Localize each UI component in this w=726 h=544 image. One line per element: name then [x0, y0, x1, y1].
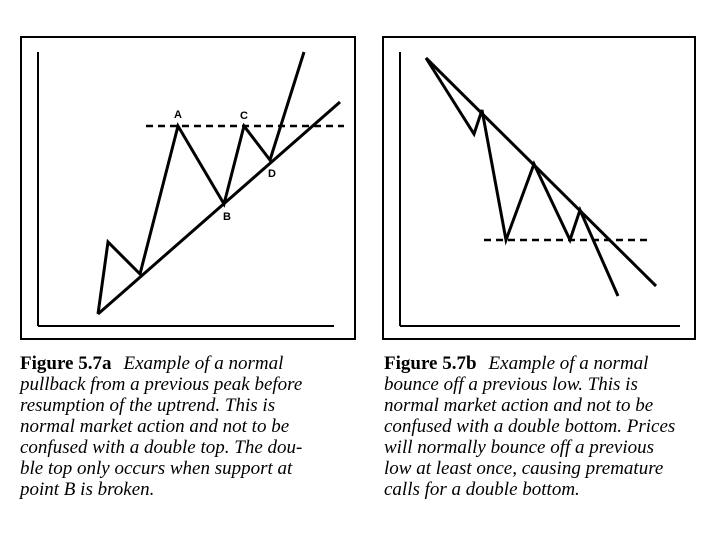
price-path — [424, 57, 620, 297]
figure-5-7b-svg — [399, 52, 680, 327]
figure-5-7a-number: Figure 5.7a — [20, 353, 112, 374]
caption-a-line-2: resumption of the uptrend. This is — [20, 395, 276, 416]
figure-5-7a-svg: A B C D — [37, 51, 344, 327]
downtrend-line — [424, 56, 658, 288]
figure-5-7b-number: Figure 5.7b — [384, 353, 477, 374]
point-label-c: C — [240, 110, 248, 122]
caption-a-line-4: confused with a double top. The dou- — [20, 437, 303, 458]
figure-5-7b-diagram — [382, 36, 696, 340]
caption-a-line-6: point B is broken. — [20, 479, 155, 500]
figure-5-7a-caption: Figure 5.7a Example of a normal pullback … — [20, 353, 360, 500]
figure-5-7a-diagram: A B C D — [20, 36, 356, 340]
caption-a-line-0: Example of a normal — [123, 353, 284, 374]
caption-b-line-4: will normally bounce off a previous — [384, 437, 655, 458]
caption-b-line-2: normal market action and not to be — [384, 395, 654, 416]
caption-a-line-3: normal market action and not to be — [20, 416, 290, 437]
caption-a-line-1: pullback from a previous peak before — [20, 374, 303, 395]
price-path — [96, 51, 306, 315]
caption-a-line-5: ble top only occurs when support at — [20, 458, 293, 479]
caption-b-line-3: confused with a double bottom. Prices — [384, 416, 676, 437]
caption-b-line-5: low at least once, causing premature — [384, 458, 664, 479]
point-label-a: A — [174, 109, 182, 121]
caption-b-line-6: calls for a double bottom. — [384, 479, 580, 500]
caption-b-line-1: bounce off a previous low. This is — [384, 374, 638, 395]
caption-b-line-0: Example of a normal — [488, 353, 649, 374]
point-label-b: B — [223, 211, 231, 223]
uptrend-line — [97, 100, 341, 316]
point-label-d: D — [268, 168, 276, 180]
figure-5-7b-caption: Figure 5.7b Example of a normal bounce of… — [384, 353, 714, 500]
